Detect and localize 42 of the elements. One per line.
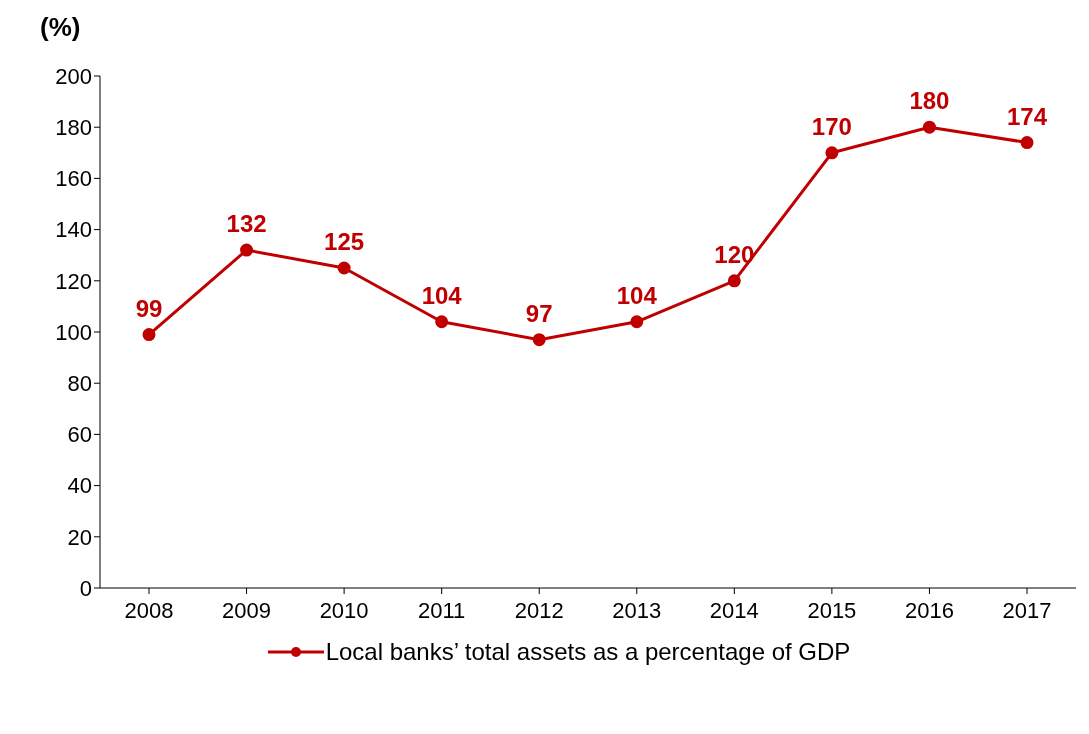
data-label: 180 xyxy=(909,87,950,115)
x-tick-label: 2015 xyxy=(807,597,857,623)
data-label: 104 xyxy=(616,281,658,309)
data-label: 132 xyxy=(226,210,267,238)
y-tick-label: 40 xyxy=(67,473,92,499)
point xyxy=(435,315,449,329)
data-label: 170 xyxy=(811,112,852,140)
y-tick-label: 200 xyxy=(55,63,92,89)
point xyxy=(142,328,156,342)
point xyxy=(727,274,741,288)
x-tick-label: 2013 xyxy=(612,597,662,623)
x-tick-label: 2014 xyxy=(709,597,759,623)
y-tick-label: 120 xyxy=(55,268,92,294)
y-tick-label: 140 xyxy=(55,217,92,243)
point xyxy=(337,261,351,275)
data-label: 97 xyxy=(525,299,553,327)
y-tick-label: 20 xyxy=(67,524,92,550)
y-tick-label: 100 xyxy=(55,319,92,345)
point xyxy=(240,243,254,257)
point xyxy=(922,120,936,134)
x-tick-label: 2009 xyxy=(222,597,272,623)
y-axis-title: (%) xyxy=(40,12,81,43)
x-tick-label: 2011 xyxy=(418,597,466,623)
x-tick-label: 2008 xyxy=(124,597,174,623)
point xyxy=(532,333,546,347)
y-tick-label: 160 xyxy=(55,166,92,192)
y-tick-label: 60 xyxy=(67,422,92,448)
data-label: 104 xyxy=(421,281,463,309)
legend-label: Local banks’ total assets as a percentage of GDP xyxy=(325,638,851,666)
point xyxy=(825,146,839,160)
data-label: 125 xyxy=(324,228,365,255)
x-tick-label: 2016 xyxy=(904,597,954,623)
x-tick-label: 2010 xyxy=(319,597,369,623)
y-tick-label: 0 xyxy=(79,575,92,601)
data-label: 174 xyxy=(1006,102,1048,130)
x-tick-label: 2012 xyxy=(514,597,564,623)
x-tick-label: 2017 xyxy=(1002,597,1052,623)
point xyxy=(630,315,644,329)
data-label: 99 xyxy=(135,294,163,322)
y-tick-label: 180 xyxy=(55,115,92,141)
y-tick-label: 80 xyxy=(67,371,92,397)
point xyxy=(1020,136,1034,150)
